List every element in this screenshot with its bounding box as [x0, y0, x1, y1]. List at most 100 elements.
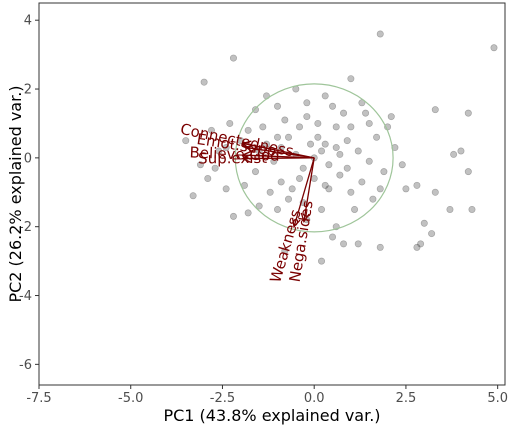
data-point [303, 113, 311, 121]
data-point [259, 123, 267, 131]
data-point [417, 240, 425, 248]
data-point [358, 99, 366, 107]
loading-arrow-weakness [293, 157, 315, 227]
data-point [277, 178, 285, 186]
x-ticks-layer: -7.5 -5.0 -2.5 0.0 2.5 5.0 [26, 385, 508, 406]
data-point [398, 161, 406, 169]
y-tick-label: -6 [19, 358, 32, 373]
data-point [222, 144, 230, 152]
x-axis-title: PC1 (43.8% explained var.) [163, 406, 380, 425]
data-point [274, 133, 282, 141]
data-point [369, 195, 377, 203]
data-point [373, 133, 381, 141]
data-point [376, 243, 384, 251]
y-ticks-layer: -6 -4 -2 0 2 4 [19, 14, 39, 373]
data-point [207, 126, 215, 134]
arrow-head [241, 153, 252, 163]
data-point [420, 219, 428, 227]
data-point [314, 133, 322, 141]
data-point [189, 192, 197, 200]
data-point [204, 175, 212, 183]
data-point [307, 140, 315, 148]
data-point [329, 233, 337, 241]
data-point [296, 175, 304, 183]
data-point [325, 185, 333, 193]
loading-arrow-nega-sides [303, 157, 315, 222]
data-point [347, 75, 355, 83]
data-point [288, 185, 296, 193]
data-point [329, 102, 337, 110]
data-point [343, 137, 351, 145]
data-point [365, 157, 373, 165]
arrow-head [300, 212, 310, 224]
data-point [281, 247, 289, 255]
data-point [251, 106, 259, 114]
data-point [318, 205, 326, 213]
data-point [229, 212, 237, 220]
y-tick-label: 4 [24, 14, 32, 29]
data-point [296, 123, 304, 131]
data-point [321, 140, 329, 148]
data-point [340, 109, 348, 117]
y-tick-label: 0 [24, 151, 32, 166]
data-point [464, 168, 472, 176]
data-point [274, 102, 282, 110]
data-point [318, 147, 326, 155]
data-point [182, 137, 190, 145]
data-point [336, 150, 344, 158]
data-point [402, 185, 410, 193]
arrow-head [291, 217, 301, 229]
data-point [215, 147, 223, 155]
data-point [310, 175, 318, 183]
loading-arrow-sup-exist [242, 157, 315, 160]
correlation-circle [234, 83, 394, 233]
correlation-circle-layer [234, 83, 394, 233]
data-point [211, 164, 219, 172]
data-point [490, 44, 498, 52]
data-point [362, 109, 370, 117]
data-point [468, 205, 476, 213]
data-point [332, 144, 340, 152]
data-point [464, 109, 472, 117]
data-point [343, 164, 351, 172]
data-point [251, 168, 259, 176]
data-point [446, 205, 454, 213]
data-point [325, 161, 333, 169]
data-point [222, 185, 230, 193]
y-axis-title: PC2 (26.2% explained var.) [6, 85, 25, 302]
data-point [457, 147, 465, 155]
data-point [376, 185, 384, 193]
loading-arrows-layer: ConnectednessEmot.suppBelieve.GodSup.exi… [179, 120, 317, 285]
data-point [413, 181, 421, 189]
arrow-head [244, 144, 256, 154]
data-point [303, 99, 311, 107]
data-point [281, 116, 289, 124]
data-point [244, 209, 252, 217]
data-point [299, 164, 307, 172]
data-point [450, 150, 458, 158]
data-point [314, 119, 322, 127]
data-point [428, 230, 436, 238]
y-tick-label: -4 [19, 289, 32, 304]
y-tick-label: -2 [19, 220, 32, 235]
data-point [244, 126, 252, 134]
data-point [285, 195, 293, 203]
data-point [196, 161, 204, 169]
x-tick-label: 5.0 [487, 391, 508, 406]
data-point [262, 140, 270, 148]
data-point [318, 257, 326, 265]
data-point [387, 113, 395, 121]
data-point [340, 240, 348, 248]
data-point [365, 119, 373, 127]
x-tick-label: -7.5 [26, 391, 51, 406]
x-tick-label: 0.0 [304, 391, 325, 406]
data-point [351, 205, 359, 213]
data-point [266, 188, 274, 196]
data-point [431, 106, 439, 114]
data-point [336, 171, 344, 179]
data-point [255, 202, 263, 210]
loading-label-believe-god: Believe.God [189, 143, 280, 164]
data-point [347, 188, 355, 196]
data-point [376, 30, 384, 38]
